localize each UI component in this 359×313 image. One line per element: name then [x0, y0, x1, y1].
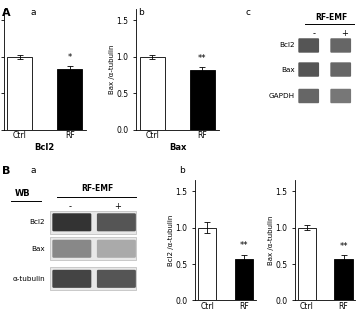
FancyBboxPatch shape	[52, 240, 91, 258]
Text: a: a	[31, 166, 36, 175]
Text: c: c	[246, 8, 251, 17]
Bar	[190, 70, 215, 130]
Text: B: B	[2, 166, 10, 176]
Text: b: b	[138, 8, 144, 17]
FancyBboxPatch shape	[52, 270, 91, 288]
Bar	[298, 228, 316, 300]
Text: +: +	[342, 28, 349, 38]
Text: **: **	[198, 54, 207, 63]
Text: a: a	[31, 8, 36, 17]
Text: RF-EMF: RF-EMF	[315, 13, 347, 22]
Y-axis label: Bcl2 /α-tubulin: Bcl2 /α-tubulin	[168, 215, 174, 266]
Text: Bcl2: Bcl2	[279, 43, 295, 49]
Bar	[140, 57, 165, 130]
Text: +: +	[115, 202, 121, 211]
FancyBboxPatch shape	[330, 38, 351, 53]
Bar	[235, 259, 253, 300]
Bar	[57, 69, 82, 130]
FancyBboxPatch shape	[330, 89, 351, 103]
FancyBboxPatch shape	[330, 62, 351, 77]
FancyBboxPatch shape	[52, 213, 91, 231]
FancyBboxPatch shape	[298, 62, 319, 77]
Text: -: -	[312, 28, 316, 38]
FancyBboxPatch shape	[97, 213, 136, 231]
Text: b: b	[180, 166, 185, 175]
Text: A: A	[2, 8, 10, 18]
FancyBboxPatch shape	[97, 240, 136, 258]
Bar	[198, 228, 216, 300]
Y-axis label: Bax /α-tubulin: Bax /α-tubulin	[268, 216, 274, 265]
Bar	[7, 57, 32, 130]
Text: GAPDH: GAPDH	[269, 93, 295, 99]
Y-axis label: Bax /α-tubulin: Bax /α-tubulin	[109, 45, 115, 94]
Text: Bax: Bax	[32, 246, 45, 252]
Bar	[334, 259, 353, 300]
Text: RF-EMF: RF-EMF	[81, 184, 113, 193]
Bar	[50, 211, 136, 234]
Bar	[50, 267, 136, 290]
Text: α-tubulin: α-tubulin	[13, 276, 45, 282]
Text: *: *	[67, 53, 72, 62]
Text: Bcl2: Bcl2	[30, 219, 45, 225]
X-axis label: Bcl2: Bcl2	[35, 143, 55, 152]
Bar	[50, 237, 136, 260]
Text: -: -	[69, 202, 72, 211]
Text: **: **	[239, 241, 248, 250]
FancyBboxPatch shape	[298, 89, 319, 103]
FancyBboxPatch shape	[97, 270, 136, 288]
FancyBboxPatch shape	[298, 38, 319, 53]
Text: WB: WB	[15, 189, 31, 198]
Text: **: **	[339, 242, 348, 251]
X-axis label: Bax: Bax	[169, 143, 186, 152]
Text: Bax: Bax	[281, 67, 295, 73]
